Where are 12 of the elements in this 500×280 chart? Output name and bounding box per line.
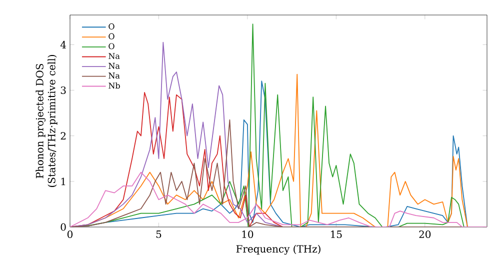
x-tick-label: 10	[242, 230, 254, 238]
y-tick-label: 4	[60, 40, 66, 48]
y-tick-label: 1	[61, 178, 66, 186]
x-tick-label: 15	[331, 230, 342, 238]
x-tick-label: 20	[419, 230, 431, 238]
y-axis-title: Phonon projected DOS (States/THz·primitive cell)	[36, 55, 58, 187]
y-tick-label: 0	[60, 223, 66, 231]
x-axis-title: Frequency (THz)	[236, 244, 320, 255]
x-tick-label: 5	[156, 230, 162, 238]
y-tick-label: 3	[60, 86, 66, 94]
y-tick-label: 2	[60, 132, 66, 140]
x-tick-label: 0	[67, 230, 73, 238]
